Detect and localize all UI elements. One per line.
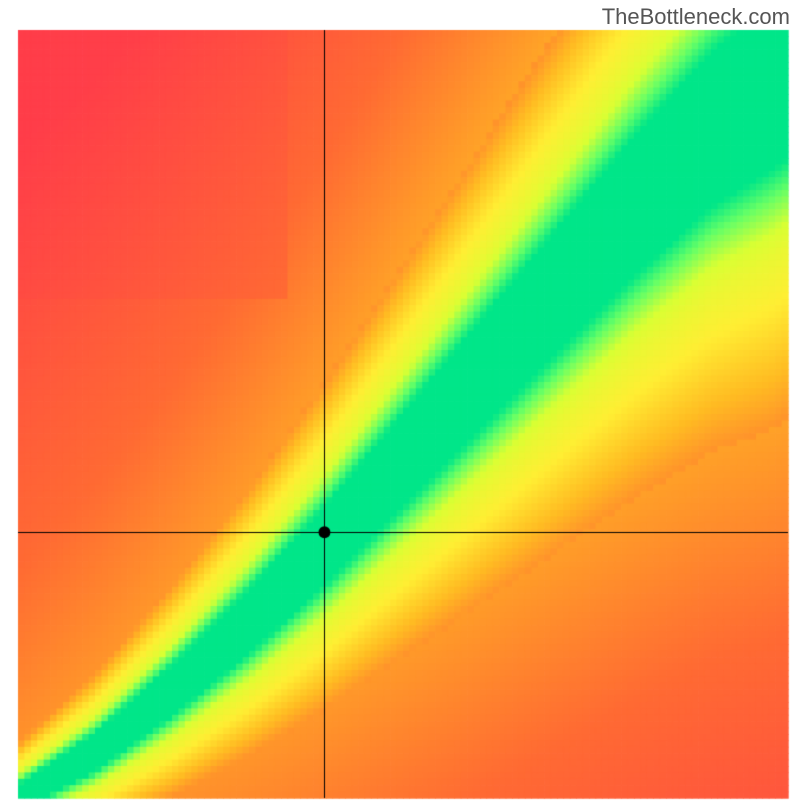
chart-container: TheBottleneck.com <box>0 0 800 800</box>
watermark-text: TheBottleneck.com <box>602 4 790 30</box>
bottleneck-heatmap <box>0 0 800 800</box>
